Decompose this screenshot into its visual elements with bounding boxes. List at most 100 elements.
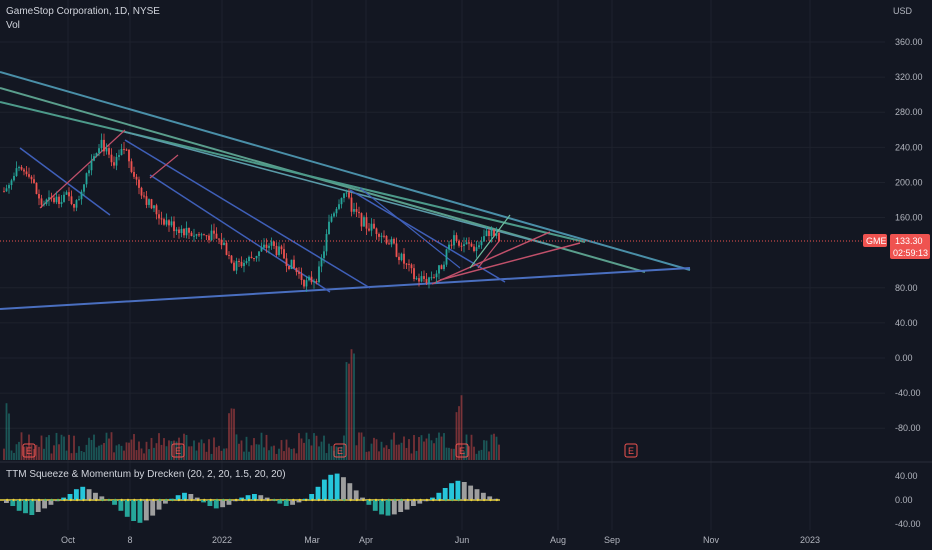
- volume-bar: [283, 451, 285, 460]
- volume-bar: [373, 437, 375, 460]
- candle-body: [325, 234, 328, 252]
- squeeze-dot: [228, 498, 231, 502]
- volume-bar: [155, 443, 158, 460]
- candle-body: [55, 196, 58, 203]
- momentum-bar: [86, 489, 92, 500]
- time-axis[interactable]: Oct 8 2022 Mar Apr Jun Aug Sep Nov 2023: [61, 535, 820, 545]
- momentum-bar: [99, 496, 105, 500]
- volume-bar: [43, 448, 45, 460]
- volume-bar: [498, 444, 500, 460]
- candle-body: [350, 197, 353, 212]
- volume-bar: [245, 436, 248, 460]
- squeeze-dot: [482, 498, 486, 502]
- candle-body: [20, 167, 23, 170]
- candle-body: [125, 149, 128, 151]
- candle-body: [128, 149, 130, 162]
- volume-bar: [65, 450, 68, 460]
- momentum-bar: [194, 497, 200, 500]
- volume-bar: [83, 452, 85, 460]
- candle-body: [228, 254, 230, 256]
- volume-bar: [323, 435, 325, 460]
- candle-body: [105, 148, 108, 152]
- volume-bar: [10, 450, 13, 460]
- momentum-bar: [137, 500, 143, 523]
- candle-body: [63, 194, 65, 202]
- volume-bar: [390, 439, 393, 460]
- price-tick-label: -80.00: [895, 423, 921, 433]
- momentum-bar: [321, 479, 327, 500]
- candle-body: [333, 213, 335, 217]
- indicator-title[interactable]: TTM Squeeze & Momentum by Drecken (20, 2…: [6, 469, 286, 480]
- candle-body: [385, 235, 388, 244]
- candle-body: [188, 227, 190, 233]
- candle-body: [433, 277, 435, 279]
- price-tick-label: 160.00: [895, 213, 923, 223]
- volume-bar: [338, 452, 340, 460]
- candle-body: [450, 244, 453, 246]
- time-tick-label: Jun: [455, 535, 470, 545]
- candle-body: [400, 253, 403, 261]
- volume-bar: [140, 448, 143, 460]
- candle-body: [230, 255, 233, 263]
- candle-body: [375, 228, 378, 234]
- volume-bar: [295, 453, 298, 460]
- candle-body: [150, 199, 153, 209]
- candle-body: [430, 277, 433, 279]
- momentum-bar: [42, 500, 48, 509]
- volume-bar: [223, 448, 225, 460]
- candle-body: [110, 154, 113, 163]
- volume-bar: [398, 444, 400, 460]
- candle-body: [245, 261, 248, 263]
- time-tick-label: Mar: [304, 535, 320, 545]
- volume-bar: [260, 432, 263, 460]
- squeeze-dot: [470, 498, 473, 502]
- volume-bar: [168, 440, 170, 460]
- chart-title[interactable]: GameStop Corporation, 1D, NYSE: [6, 6, 160, 17]
- volume-bar: [88, 437, 90, 460]
- momentum-bar: [213, 500, 219, 509]
- up-line: [149, 154, 179, 179]
- volume-bar: [128, 442, 130, 460]
- momentum-bar: [61, 497, 67, 500]
- momentum-histogram: [4, 473, 499, 523]
- candle-body: [143, 195, 145, 197]
- momentum-bar: [398, 500, 404, 512]
- squeeze-dot: [393, 498, 397, 502]
- candle-body: [40, 198, 43, 205]
- volume-bar: [48, 435, 50, 460]
- volume-bar: [203, 443, 205, 460]
- volume-bar: [495, 436, 498, 460]
- squeeze-dot: [101, 498, 104, 502]
- volume-bar: [105, 432, 108, 460]
- volume-bar: [118, 444, 120, 460]
- volume-bar: [428, 433, 430, 460]
- candle-body: [365, 217, 368, 229]
- squeeze-dot: [196, 498, 200, 502]
- squeeze-dot: [419, 498, 422, 502]
- candle-body: [360, 213, 363, 227]
- time-tick-label: Aug: [550, 535, 566, 545]
- momentum-bar: [461, 482, 467, 500]
- momentum-bar: [360, 497, 365, 500]
- up-line: [39, 129, 126, 209]
- candle-body: [30, 176, 33, 180]
- momentum-bar: [252, 494, 257, 500]
- volume-label[interactable]: Vol: [6, 20, 20, 31]
- volume-bar: [420, 435, 423, 460]
- squeeze-dot: [37, 498, 41, 502]
- candle-body: [460, 245, 463, 247]
- squeeze-dot: [44, 498, 47, 502]
- candle-body: [3, 191, 5, 193]
- volume-bar: [453, 448, 455, 460]
- volume-bar: [18, 441, 20, 460]
- momentum-bar: [156, 500, 162, 510]
- momentum-bar: [48, 500, 54, 505]
- volume-bar: [73, 435, 75, 460]
- volume-bar: [135, 450, 138, 460]
- volume-bar: [163, 438, 165, 460]
- candle-body: [173, 221, 175, 232]
- volume-bar: [405, 447, 408, 460]
- volume-bar: [75, 452, 78, 460]
- up-line: [469, 214, 511, 269]
